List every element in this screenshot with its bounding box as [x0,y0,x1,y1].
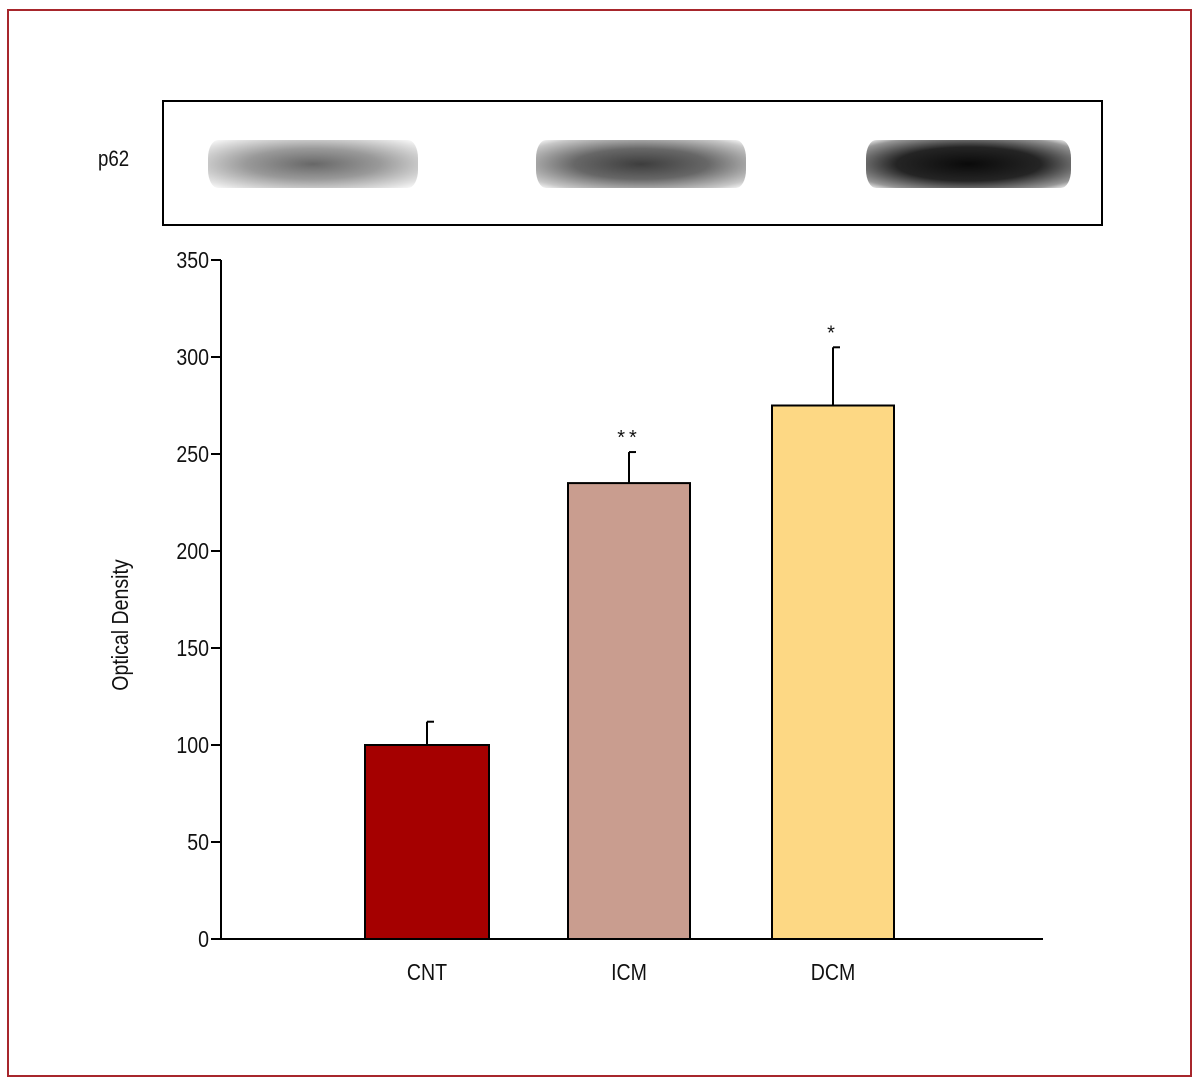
y-axis-label: Optical Density [108,559,134,691]
bar-icm [567,482,691,940]
x-tick-label-dcm: DCM [811,960,855,986]
y-tick-label-50: 50 [187,830,209,856]
y-tick-label-350: 350 [176,248,209,274]
bar-cnt [364,744,490,940]
y-tick-label-200: 200 [176,539,209,565]
blot-band-icm [536,140,746,188]
blot-label: p62 [98,146,130,171]
significance-dcm: * [827,322,839,344]
significance-icm: ** [617,427,641,449]
y-tick-label-250: 250 [176,442,209,468]
blot-band-dcm [866,140,1071,188]
y-tick-label-300: 300 [176,345,209,371]
y-tick-label-0: 0 [198,927,209,953]
bar-dcm [771,404,895,940]
y-tick-label-150: 150 [176,636,209,662]
x-tick-label-cnt: CNT [407,960,447,986]
y-tick-label-100: 100 [176,733,209,759]
western-blot-panel [162,100,1103,226]
x-tick-label-icm: ICM [611,960,647,986]
blot-band-cnt [208,140,418,188]
